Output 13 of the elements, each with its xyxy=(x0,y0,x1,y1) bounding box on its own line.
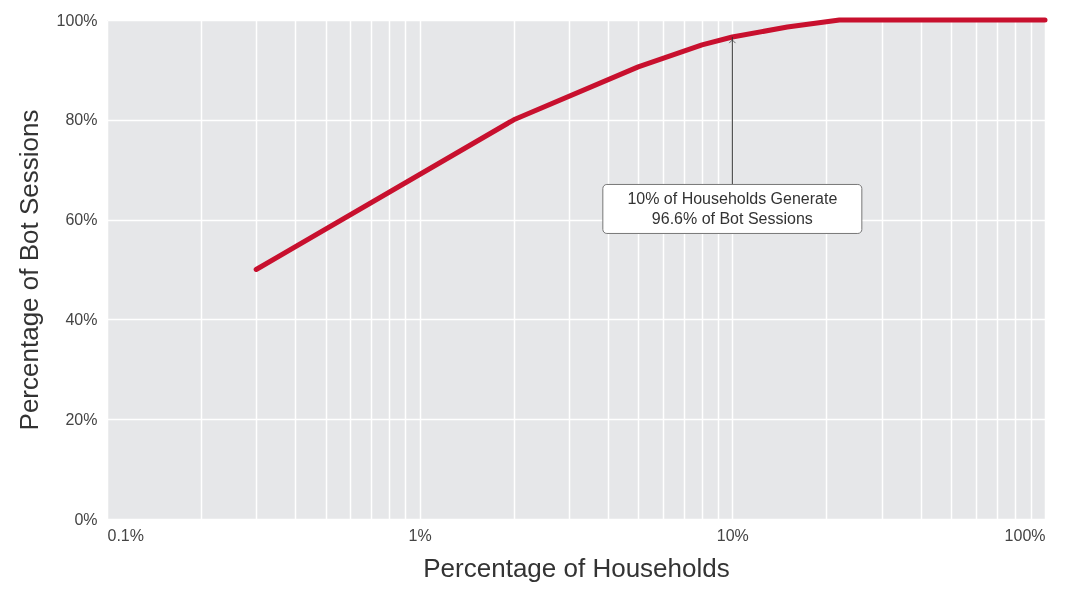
y-axis-title: Percentage of Bot Sessions xyxy=(13,109,44,431)
x-tick-label: 100% xyxy=(1004,526,1046,544)
y-tick-label: 80% xyxy=(65,111,98,129)
y-tick-label: 40% xyxy=(65,310,98,328)
annotation: 10% of Households Generate 96.6% of Bot Sessions xyxy=(627,189,838,227)
x-axis-title: Percentage of Households xyxy=(423,552,730,583)
y-tick-label: 60% xyxy=(65,211,98,229)
y-tick-label: 100% xyxy=(56,11,98,29)
x-tick-label: 0.1% xyxy=(107,526,144,544)
x-tick-label: 10% xyxy=(716,526,749,544)
y-tick-label: 0% xyxy=(74,510,98,528)
x-tick-label: 1% xyxy=(408,526,432,544)
y-tick-label: 20% xyxy=(65,410,98,428)
